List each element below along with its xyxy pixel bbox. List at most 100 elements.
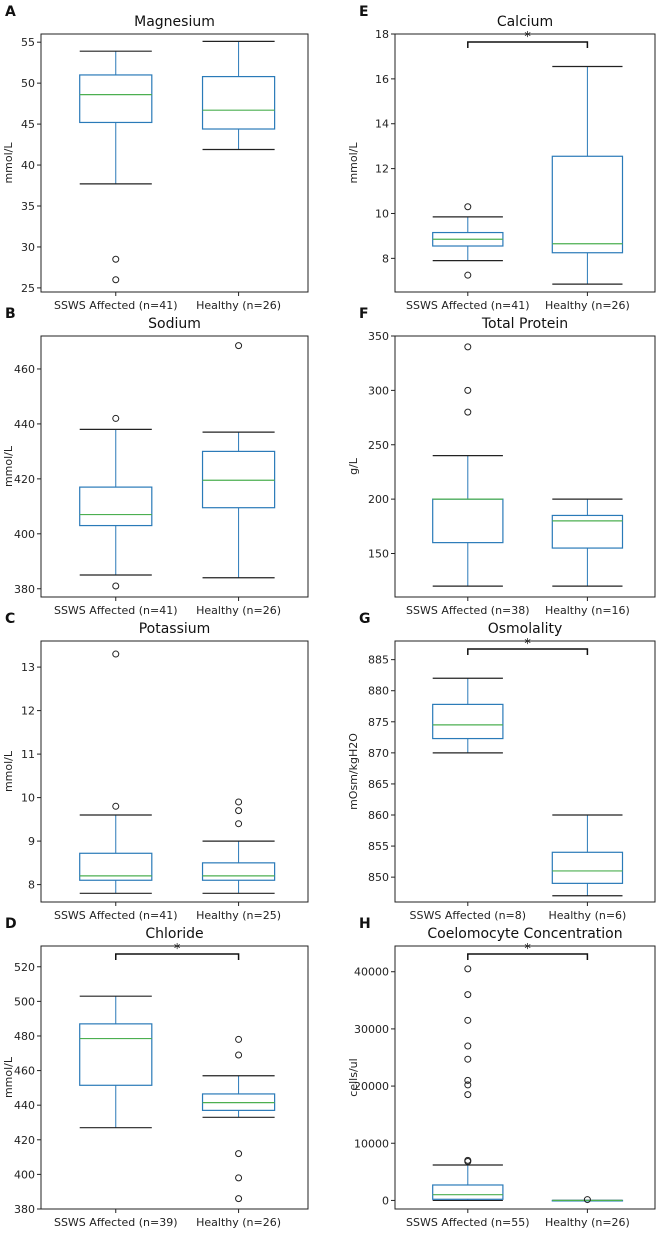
outlier-point <box>112 255 120 263</box>
plot-frame <box>394 640 656 903</box>
y-tick-label: 885 <box>368 654 389 667</box>
iqr-box <box>201 450 276 509</box>
x-tick-label: SSWS Affected (n=41) <box>406 299 530 312</box>
panel-title: Sodium <box>148 316 201 332</box>
iqr-box <box>79 852 153 881</box>
outlier-point <box>112 582 120 590</box>
y-tick-label: 10 <box>21 792 35 805</box>
outlier-point <box>112 414 120 422</box>
panel-letter: F <box>359 306 369 322</box>
y-tick-label: 420 <box>14 1134 35 1147</box>
panel-title: Calcium <box>497 14 553 30</box>
y-tick-label: 350 <box>368 330 389 343</box>
outlier-point <box>235 807 243 815</box>
y-tick-label: 380 <box>14 583 35 596</box>
panel-letter: C <box>5 611 15 627</box>
iqr-box <box>432 498 504 544</box>
plot-frame <box>40 33 309 293</box>
box-group: Healthy (n=26) <box>545 1196 630 1229</box>
outlier-point <box>235 1035 243 1043</box>
y-tick-label: 12 <box>375 163 389 176</box>
x-tick-label: Healthy (n=16) <box>545 604 630 617</box>
y-tick-label: 480 <box>14 1030 35 1043</box>
box-group: SSWS Affected (n=41) <box>54 414 178 617</box>
panel-d: D Chloride 380 400 420 440 460 480 500 520 mmol/L S… <box>2 916 309 1229</box>
outlier-point <box>235 1150 243 1158</box>
y-tick-label: 8 <box>382 252 389 265</box>
y-tick-label: 40000 <box>354 966 389 979</box>
outlier-point <box>464 271 472 279</box>
significance-bracket <box>467 41 589 48</box>
outlier-point <box>464 1042 472 1050</box>
significance-bracket <box>467 648 589 655</box>
x-tick-label: SSWS Affected (n=41) <box>54 299 178 312</box>
y-tick-label: 520 <box>14 961 35 974</box>
x-tick-label: Healthy (n=26) <box>196 604 281 617</box>
panel-title: Total Protein <box>481 316 568 332</box>
y-tick-label: 440 <box>14 418 35 431</box>
y-tick-label: 45 <box>21 118 35 131</box>
panel-title: Coelomocyte Concentration <box>427 926 622 942</box>
y-tick-label: 9 <box>28 835 35 848</box>
x-tick-label: Healthy (n=26) <box>545 299 630 312</box>
y-tick-label: 200 <box>368 493 389 506</box>
box-group: SSWS Affected (n=41) <box>406 203 530 312</box>
x-tick-label: SSWS Affected (n=41) <box>54 909 178 922</box>
y-tick-label: 13 <box>21 661 35 674</box>
x-tick-label: SSWS Affected (n=55) <box>406 1216 530 1229</box>
y-tick-label: 12 <box>21 705 35 718</box>
iqr-box <box>551 155 624 254</box>
y-tick-label: 40 <box>21 159 35 172</box>
y-tick-label: 10000 <box>354 1137 389 1150</box>
outlier-point <box>235 820 243 828</box>
box-group: Healthy (n=16) <box>545 498 630 617</box>
iqr-box <box>201 75 276 130</box>
box-group: Healthy (n=26) <box>545 65 630 312</box>
panel-letter: D <box>5 916 17 932</box>
box-group: SSWS Affected (n=41) <box>54 50 178 312</box>
y-tick-label: 855 <box>368 840 389 853</box>
outlier-point <box>112 650 120 658</box>
outlier-point <box>464 1081 472 1089</box>
y-tick-label: 35 <box>21 200 35 213</box>
outlier-point <box>583 1196 591 1204</box>
y-tick-label: 865 <box>368 778 389 791</box>
significance-marker: * <box>524 942 531 957</box>
y-tick-label: 8 <box>28 879 35 892</box>
y-axis-label: mOsm/kgH2O <box>347 733 360 810</box>
outlier-point <box>235 1174 243 1182</box>
panel-title: Osmolality <box>488 621 563 637</box>
box-group: Healthy (n=26) <box>196 1035 281 1229</box>
outlier-point <box>464 386 472 394</box>
box-group: Healthy (n=6) <box>548 814 626 922</box>
y-tick-label: 400 <box>14 528 35 541</box>
panel-title: Chloride <box>145 926 203 942</box>
significance-bracket <box>115 953 240 960</box>
y-tick-label: 380 <box>14 1203 35 1216</box>
y-tick-label: 0 <box>382 1194 389 1207</box>
y-axis-label: mmol/L <box>2 445 15 487</box>
y-tick-label: 150 <box>368 548 389 561</box>
x-tick-label: Healthy (n=6) <box>548 909 626 922</box>
x-tick-label: Healthy (n=25) <box>196 909 281 922</box>
panel-title: Potassium <box>139 621 211 637</box>
outlier-point <box>235 1195 243 1203</box>
significance-bracket <box>467 953 589 960</box>
iqr-box <box>201 862 276 881</box>
y-tick-label: 30 <box>21 241 35 254</box>
x-tick-label: Healthy (n=26) <box>196 1216 281 1229</box>
iqr-box <box>432 703 504 740</box>
x-tick-label: SSWS Affected (n=8) <box>410 909 527 922</box>
y-axis-label: g/L <box>347 457 360 475</box>
iqr-box <box>79 74 153 124</box>
outlier-point <box>464 203 472 211</box>
panel-g: G Osmolality 850 855 860 865 870 875 880 885 mOsm/… <box>347 611 656 922</box>
y-tick-label: 400 <box>14 1168 35 1181</box>
panel-a: A Magnesium 25 30 35 40 45 50 55 mmol/L SSWS Affec… <box>2 4 309 312</box>
box-group: SSWS Affected (n=41) <box>54 650 178 922</box>
significance-marker: * <box>524 637 531 652</box>
outlier-point <box>464 1076 472 1084</box>
outlier-point <box>464 965 472 973</box>
panel-title: Magnesium <box>134 14 215 30</box>
